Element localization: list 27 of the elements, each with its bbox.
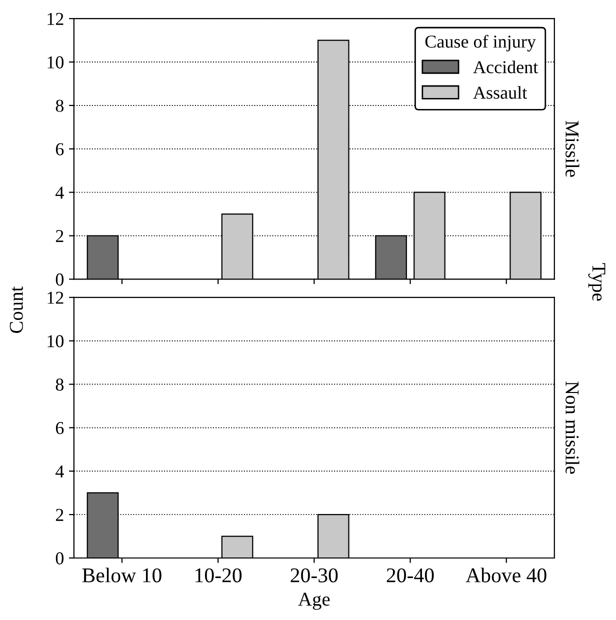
x-tick-label: 20-30 <box>290 568 338 582</box>
y-axis-title: Count <box>10 286 23 333</box>
legend-label: Assault <box>473 86 528 99</box>
y-tick-label: 2 <box>56 230 64 242</box>
text: Non missile <box>566 382 580 474</box>
x-tick-label: Below 10 <box>82 568 162 582</box>
y-tick-label: 2 <box>56 508 64 521</box>
legend-label: Accident <box>473 60 538 74</box>
x-tick-label: 10-20 <box>196 568 242 582</box>
y-tick-label: 6 <box>56 422 64 434</box>
y-tick-label: 12 <box>48 292 64 304</box>
y-tick-label: 10 <box>48 335 64 348</box>
y-tick-label: 0 <box>56 273 64 286</box>
y-tick-label: 8 <box>56 378 64 391</box>
y-tick-label: 8 <box>56 100 64 112</box>
text: Type <box>588 263 606 301</box>
y-tick-label: 10 <box>48 56 64 68</box>
text: Missile <box>566 120 580 177</box>
x-tick-label: Above 40 <box>466 568 546 582</box>
y-tick-label: 0 <box>56 552 64 564</box>
x-tick-label: 20-40 <box>386 568 434 582</box>
y-tick-label: 12 <box>48 12 64 25</box>
y-tick-label: 4 <box>56 466 64 478</box>
y-tick-label: 6 <box>56 143 64 156</box>
x-axis-title: Age <box>298 592 330 610</box>
y-tick-label: 4 <box>56 186 64 199</box>
legend-title: Cause of injury <box>425 34 536 52</box>
